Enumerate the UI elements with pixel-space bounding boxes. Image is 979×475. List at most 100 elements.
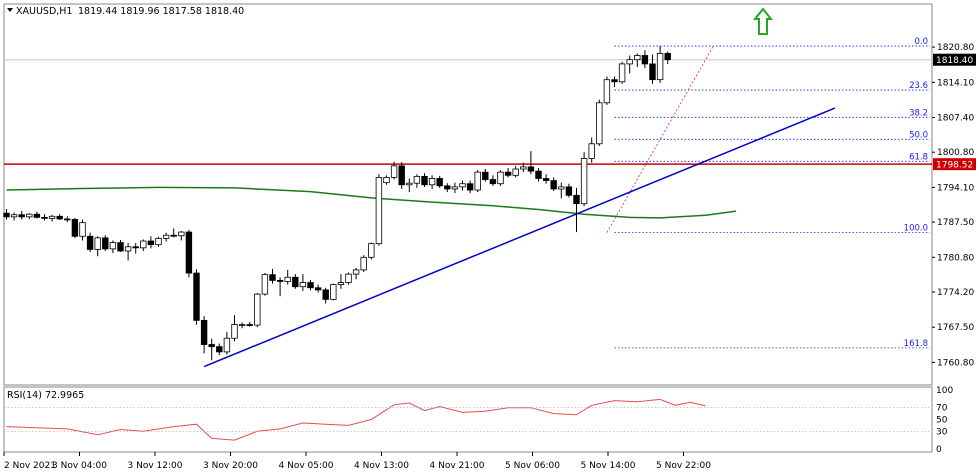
candle-body xyxy=(573,194,580,205)
rsi-plot-frame xyxy=(3,386,933,453)
time-tick-label: 4 Nov 13:00 xyxy=(354,461,409,471)
candle-body xyxy=(611,79,618,83)
candle-body xyxy=(421,175,428,186)
candle-body xyxy=(596,102,603,145)
candle-body xyxy=(284,276,291,282)
candle-body xyxy=(565,186,573,196)
rsi-axis-label: 0 xyxy=(936,445,942,455)
candle-body xyxy=(216,346,223,353)
candle-body xyxy=(86,235,94,250)
candle-body xyxy=(223,337,231,353)
rsi-axis-label: 50 xyxy=(936,416,948,426)
candle-body xyxy=(512,168,519,176)
candle-body xyxy=(558,186,565,190)
collapse-triangle-icon[interactable] xyxy=(7,8,13,12)
fib-level-label: 23.6 xyxy=(909,81,928,91)
current-price-label: 1818.40 xyxy=(936,56,973,66)
candle-body xyxy=(48,215,56,219)
candle-body xyxy=(489,179,497,185)
resistance-price-box xyxy=(933,158,976,171)
candle-body xyxy=(444,185,451,190)
fib-level-label: 50.0 xyxy=(909,130,928,140)
price-tick-label: 1774.20 xyxy=(937,288,974,298)
candle-body xyxy=(71,219,79,237)
candle-body xyxy=(497,171,504,185)
candle-body xyxy=(368,243,375,258)
candle-body xyxy=(345,273,352,283)
candle-body xyxy=(482,171,489,180)
candle-body xyxy=(314,287,322,291)
candle-body xyxy=(109,242,117,250)
candle-body xyxy=(337,282,345,286)
candle-body xyxy=(428,178,436,186)
candle-body xyxy=(307,282,314,289)
candle-body xyxy=(124,246,132,252)
candle-body xyxy=(535,170,542,179)
time-tick-label: 4 Nov 05:00 xyxy=(279,461,334,471)
candle-body xyxy=(520,166,527,170)
candle-body xyxy=(383,177,390,184)
candle-body xyxy=(550,180,557,190)
candle-body xyxy=(64,218,71,221)
candle-body xyxy=(542,178,550,181)
up-arrow-icon xyxy=(752,7,774,35)
current-price-box xyxy=(933,53,976,66)
time-tick-label: 4 Nov 21:00 xyxy=(430,461,485,471)
price-tick-label: 1760.80 xyxy=(937,358,974,368)
time-tick-label: 2 Nov 2021 xyxy=(4,461,56,471)
symbol-label: XAUUSD,H1 xyxy=(16,6,72,17)
price-tick-label: 1767.50 xyxy=(937,323,974,333)
price-tick-label: 1807.40 xyxy=(937,114,974,124)
price-tick-label: 1800.80 xyxy=(937,148,974,158)
candle-body xyxy=(292,276,299,288)
candle-body xyxy=(193,272,200,321)
candle-body xyxy=(588,143,595,159)
candle-body xyxy=(3,212,10,218)
candle-body xyxy=(178,231,185,237)
candle-body xyxy=(390,165,398,178)
fib-level-label: 0.0 xyxy=(914,37,928,47)
candle-body xyxy=(656,52,664,81)
candle-body xyxy=(94,237,101,250)
candle-body xyxy=(147,240,155,246)
time-tick-label: 5 Nov 06:00 xyxy=(505,461,560,471)
rsi-axis-label: 100 xyxy=(936,386,953,396)
candle-body xyxy=(603,79,611,104)
candle-body xyxy=(375,177,383,245)
candle-body xyxy=(261,274,269,295)
candle-body xyxy=(459,183,466,188)
candle-body xyxy=(238,324,246,326)
moving-average-line xyxy=(6,186,737,219)
rsi-label: RSI(14) 72.9965 xyxy=(7,390,84,401)
candle-body xyxy=(322,289,329,300)
ohlc-label: 1819.44 1819.96 1817.58 1818.40 xyxy=(78,6,244,17)
candle-body xyxy=(649,63,656,81)
rsi-axis-label: 70 xyxy=(936,404,948,414)
time-tick-label: 3 Nov 04:00 xyxy=(52,461,107,471)
price-tick-label: 1780.80 xyxy=(937,253,974,263)
candle-body xyxy=(56,215,63,220)
candle-body xyxy=(102,237,109,250)
candle-body xyxy=(10,214,18,218)
fib-level-label: 38.2 xyxy=(909,108,928,118)
candle-body xyxy=(208,344,215,348)
candle-body xyxy=(527,166,535,172)
candle-body xyxy=(352,269,360,275)
price-tick-label: 1794.10 xyxy=(937,183,974,193)
time-tick-label: 5 Nov 22:00 xyxy=(656,461,711,471)
candle-body xyxy=(436,178,443,187)
candle-body xyxy=(269,274,276,281)
candle-body xyxy=(140,240,147,249)
candle-body xyxy=(664,52,671,61)
candle-body xyxy=(231,324,238,339)
candle-body xyxy=(200,319,208,345)
candle-body xyxy=(634,55,641,61)
candle-body xyxy=(246,324,253,326)
candle-body xyxy=(117,242,124,252)
time-tick-label: 5 Nov 14:00 xyxy=(581,461,636,471)
candle-body xyxy=(360,256,367,271)
candle-body xyxy=(641,55,649,65)
candle-body xyxy=(504,171,512,176)
candle-body xyxy=(254,293,261,326)
